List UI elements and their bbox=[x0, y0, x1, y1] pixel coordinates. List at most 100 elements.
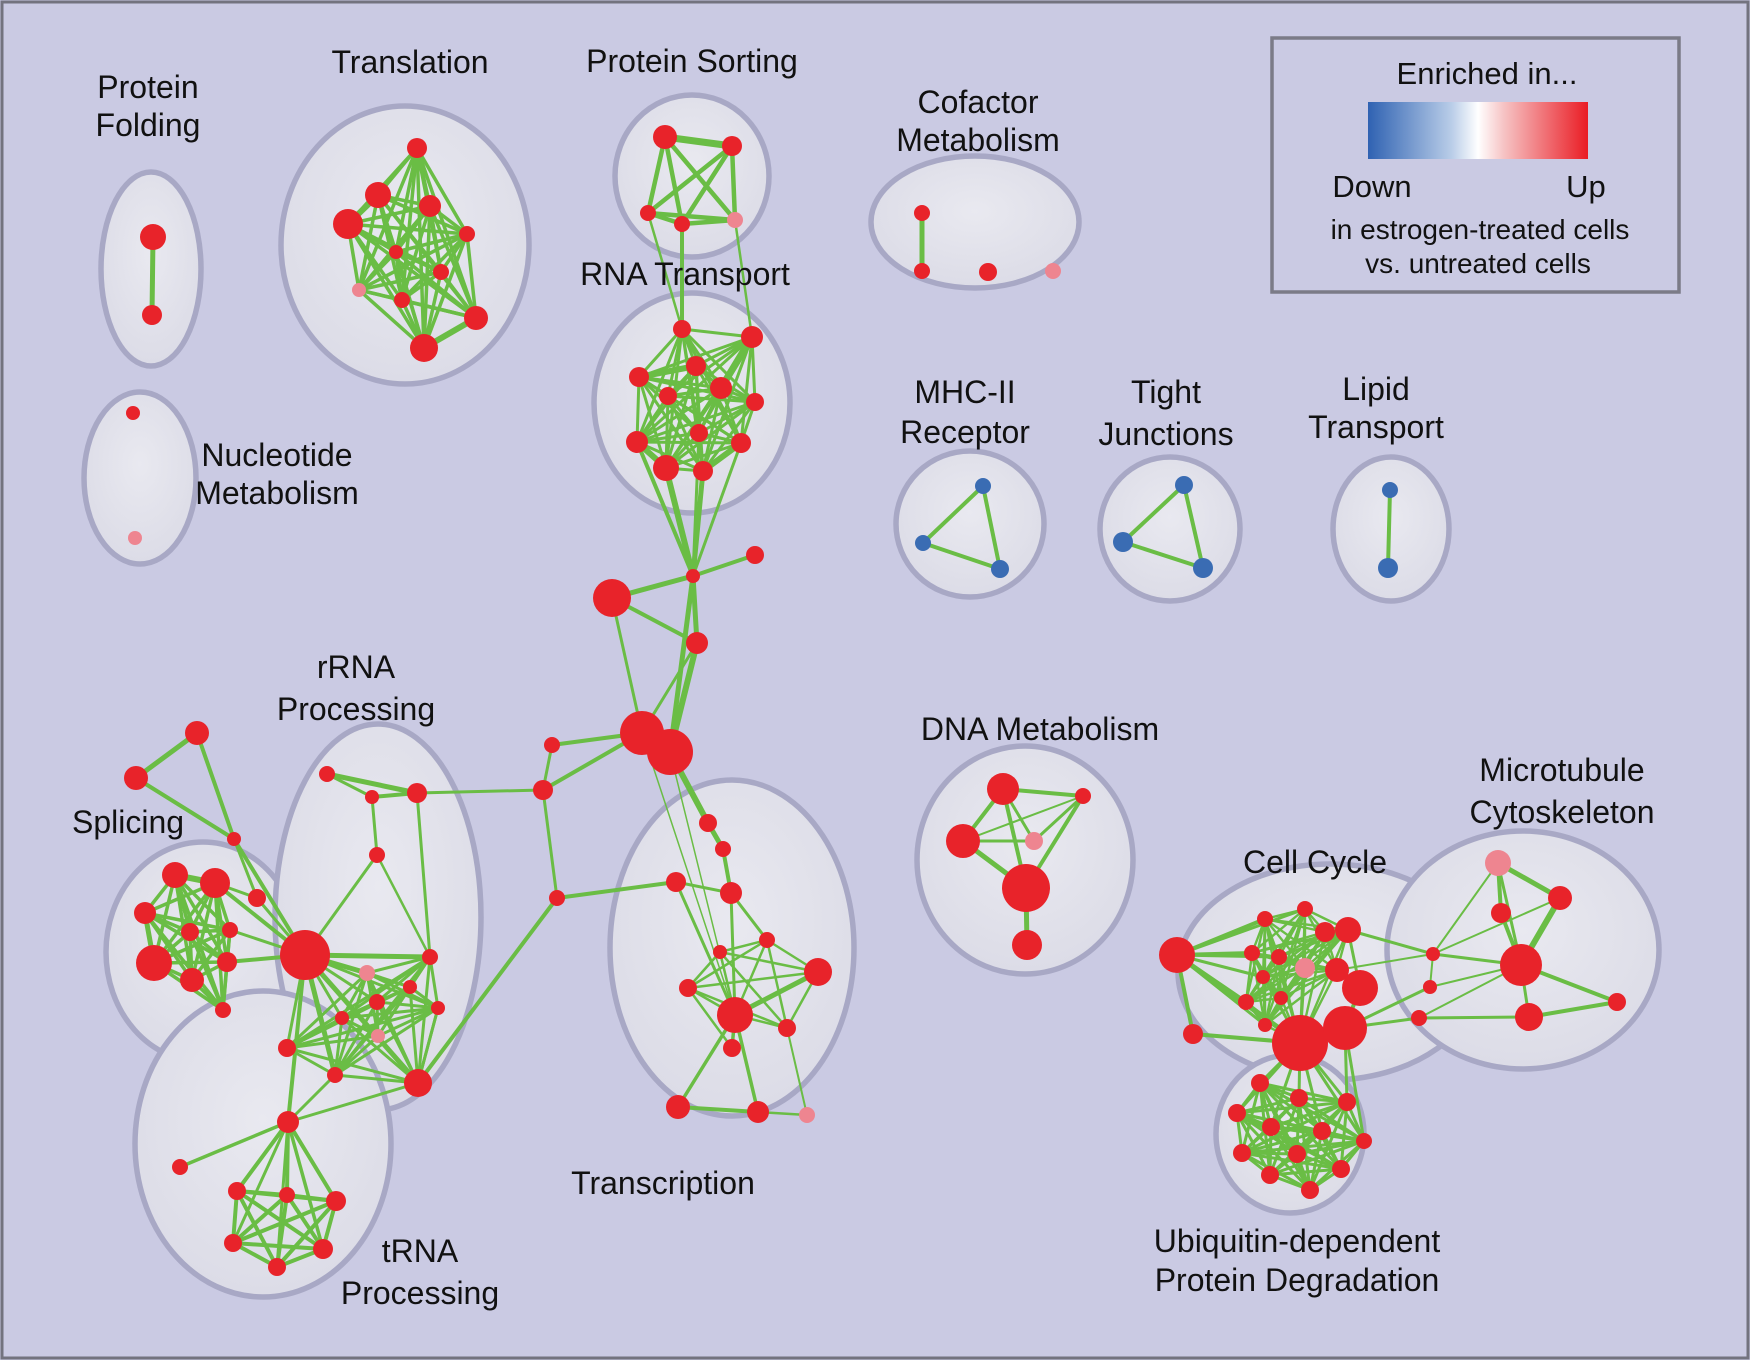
edge bbox=[610, 596, 644, 735]
node-pf2 bbox=[142, 305, 162, 325]
edge bbox=[357, 232, 469, 292]
edge bbox=[921, 541, 1002, 571]
cluster-label-cofactor-metabolism: Metabolism bbox=[896, 122, 1060, 158]
node-cc7 bbox=[1244, 945, 1260, 961]
node-sl6 bbox=[136, 945, 172, 981]
node-t7 bbox=[433, 264, 449, 280]
cluster-label-tight-junctions: Junctions bbox=[1098, 416, 1233, 452]
node-cc6 bbox=[1335, 917, 1361, 943]
node-mh1 bbox=[975, 478, 991, 494]
cluster-label-mhc-ii-receptor: Receptor bbox=[900, 414, 1030, 450]
node-mt3 bbox=[1491, 903, 1511, 923]
edge bbox=[235, 1120, 290, 1193]
edge bbox=[921, 484, 985, 545]
legend-gradient-bar bbox=[1368, 102, 1588, 159]
node-mtp bbox=[1485, 850, 1511, 876]
node-rc14 bbox=[369, 847, 385, 863]
edge bbox=[1235, 1100, 1349, 1115]
cluster-ellipse-translation bbox=[278, 103, 532, 387]
node-ps1 bbox=[653, 125, 677, 149]
edge bbox=[1121, 483, 1186, 544]
node-t10 bbox=[464, 306, 488, 330]
edge bbox=[143, 911, 232, 932]
node-tj1 bbox=[1175, 476, 1193, 494]
node-cc5 bbox=[1315, 922, 1335, 942]
edge bbox=[416, 955, 432, 1085]
node-l2 bbox=[533, 780, 553, 800]
edge bbox=[637, 375, 705, 473]
node-mh2 bbox=[915, 535, 931, 551]
node-sl7 bbox=[180, 968, 204, 992]
edge bbox=[786, 1027, 808, 1116]
node-ub1 bbox=[1251, 1074, 1269, 1092]
cluster-label-nucleotide-metabolism: Metabolism bbox=[195, 475, 359, 511]
edge bbox=[680, 327, 757, 404]
edge bbox=[1261, 930, 1327, 979]
edge bbox=[1244, 951, 1254, 1004]
edge bbox=[641, 732, 736, 1016]
edge bbox=[178, 1120, 290, 1169]
node-ps2 bbox=[722, 136, 742, 156]
edge bbox=[637, 327, 684, 379]
legend-title: Enriched in... bbox=[1397, 56, 1578, 91]
edge bbox=[394, 232, 469, 254]
edge bbox=[718, 950, 820, 974]
node-rt1 bbox=[673, 320, 691, 338]
node-nm1 bbox=[126, 406, 140, 420]
node-TC bbox=[717, 997, 753, 1033]
node-tr5 bbox=[313, 1239, 333, 1259]
node-sl5 bbox=[222, 922, 238, 938]
edge bbox=[1235, 1111, 1312, 1192]
node-tr2 bbox=[279, 1187, 295, 1203]
node-spt3 bbox=[227, 832, 241, 846]
node-tn8 bbox=[804, 958, 832, 986]
cluster-ellipse-tight-junctions bbox=[1097, 454, 1243, 604]
cluster-label-rna-transport: RNA Transport bbox=[580, 256, 790, 292]
node-sl1 bbox=[162, 862, 188, 888]
node-sl8 bbox=[217, 952, 237, 972]
node-h2 bbox=[647, 729, 693, 775]
cluster-label-protein-sorting: Protein Sorting bbox=[586, 43, 798, 79]
node-rc6 bbox=[431, 1001, 445, 1015]
edge bbox=[231, 1120, 290, 1245]
edge bbox=[232, 837, 259, 900]
edge bbox=[669, 751, 736, 1016]
edge bbox=[285, 1034, 380, 1050]
node-tn2 bbox=[715, 841, 731, 857]
node-rc13 bbox=[172, 1159, 188, 1175]
legend-down-label: Down bbox=[1332, 169, 1411, 204]
edge bbox=[324, 771, 420, 796]
edge bbox=[285, 1046, 420, 1085]
node-dn5 bbox=[1002, 864, 1050, 912]
edge bbox=[1346, 928, 1435, 956]
edge bbox=[729, 891, 737, 1017]
edge bbox=[286, 953, 307, 1124]
edge bbox=[428, 955, 440, 1010]
edge bbox=[679, 217, 738, 227]
legend-box bbox=[1270, 36, 1681, 294]
cluster-label-translation: Translation bbox=[331, 44, 488, 80]
legend-caption-line2: vs. untreated cells bbox=[1365, 248, 1591, 279]
edge bbox=[646, 211, 684, 331]
node-rc2 bbox=[359, 965, 375, 981]
node-sl4 bbox=[181, 923, 199, 941]
node-cc10 bbox=[1325, 958, 1349, 982]
cluster-label-rrna-processing: rRNA bbox=[317, 649, 396, 685]
edge bbox=[357, 250, 398, 292]
node-ub10 bbox=[1332, 1160, 1350, 1178]
edge bbox=[718, 950, 789, 1030]
edge bbox=[1182, 483, 1205, 570]
node-rt3 bbox=[686, 356, 706, 376]
legend-caption-line1: in estrogen-treated cells bbox=[1331, 214, 1630, 245]
edge bbox=[1432, 897, 1561, 955]
edge bbox=[739, 335, 754, 445]
node-rc11 bbox=[278, 1039, 296, 1057]
cluster-ellipse-mhc-ii-receptor bbox=[893, 448, 1047, 600]
edge bbox=[663, 465, 696, 579]
edge bbox=[286, 1120, 338, 1203]
edge bbox=[235, 1189, 279, 1269]
edge bbox=[691, 441, 743, 578]
edge bbox=[465, 232, 478, 320]
edge bbox=[231, 1199, 338, 1245]
edge bbox=[635, 440, 695, 578]
